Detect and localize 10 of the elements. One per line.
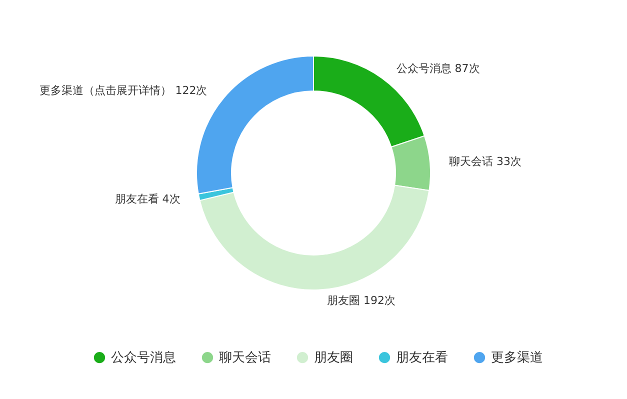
data-label: 朋友圈 192次 (327, 294, 396, 307)
data-label: 公众号消息 87次 (396, 62, 480, 76)
legend-label: 聊天会话 (219, 350, 271, 366)
data-label: 更多渠道（点击展开详情） 122次 (40, 84, 208, 97)
legend-label: 朋友圈 (314, 350, 353, 366)
data-label: 聊天会话 33次 (449, 154, 522, 168)
legend-label: 朋友在看 (396, 350, 448, 366)
legend-label: 更多渠道 (491, 350, 543, 366)
data-label: 朋友在看 4次 (114, 192, 180, 206)
legend-label: 公众号消息 (111, 350, 176, 366)
